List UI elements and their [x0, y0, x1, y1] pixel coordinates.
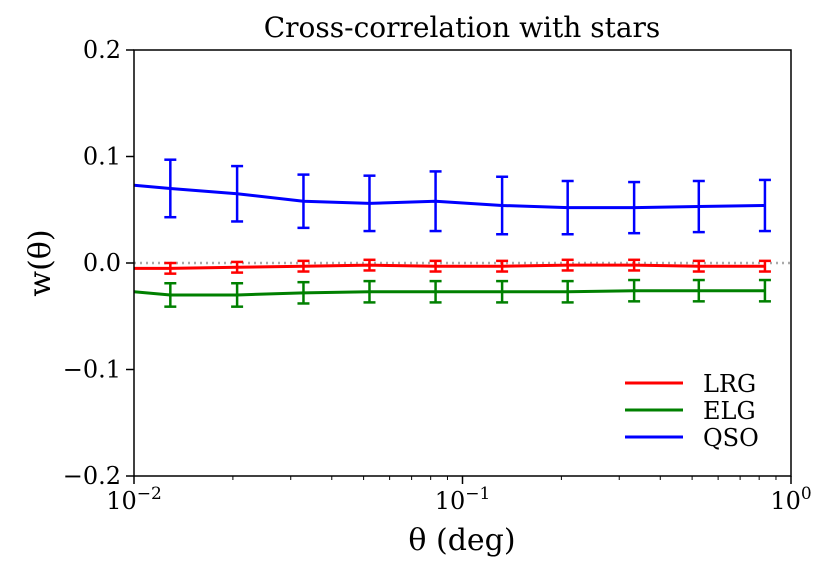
elg-errorbar — [692, 278, 705, 303]
elg-errorbar — [429, 279, 442, 304]
lrg-errorbar — [297, 259, 310, 273]
qso-errorbar — [164, 158, 177, 219]
legend-label-lrg: LRG — [703, 370, 756, 398]
y-tick-label: 0.0 — [83, 249, 121, 277]
legend-label-qso: QSO — [703, 424, 759, 452]
qso-errorbar — [429, 170, 442, 233]
qso-errorbar — [363, 174, 376, 233]
elg-series-line — [133, 289, 765, 297]
lrg-series-line — [134, 263, 765, 270]
y-tick-label: 0.1 — [83, 143, 121, 171]
y-tick-label: −0.1 — [63, 356, 121, 384]
y-axis-label: w(θ) — [23, 229, 58, 296]
lrg-errorbar — [231, 260, 244, 274]
y-tick-label: 0.2 — [83, 36, 121, 64]
elg-errorbar — [758, 278, 771, 303]
elg-errorbar — [297, 280, 310, 305]
lrg-errorbar — [164, 261, 177, 275]
x-tick-label: 10−2 — [106, 484, 162, 515]
y-tick-label: −0.2 — [63, 462, 121, 490]
qso-errorbar — [692, 179, 705, 234]
qso-errorbar — [758, 178, 771, 233]
elg-errorbar — [628, 278, 641, 303]
lrg-errorbar — [692, 259, 705, 273]
qso-errorbar — [628, 180, 641, 235]
x-tick-label: 100 — [770, 484, 811, 515]
x-tick-label: 10−1 — [435, 484, 491, 515]
qso-errorbar — [231, 164, 244, 223]
elg-errorbar — [231, 281, 244, 308]
elg-errorbar — [496, 279, 509, 304]
qso-errorbar — [561, 179, 574, 236]
chart-title: Cross-correlation with stars — [264, 11, 661, 44]
lrg-errorbar — [496, 259, 509, 273]
lrg-errorbar — [561, 258, 574, 272]
lrg-errorbar — [758, 259, 771, 273]
elg-errorbar — [363, 279, 376, 304]
lrg-errorbar — [363, 258, 376, 272]
legend-label-elg: ELG — [703, 397, 756, 425]
qso-errorbar — [496, 175, 509, 236]
elg-errorbar — [561, 279, 574, 304]
qso-errorbar — [297, 173, 310, 230]
lrg-errorbar — [429, 259, 442, 273]
lrg-errorbar — [628, 258, 641, 272]
elg-errorbar — [164, 281, 177, 308]
qso-series-line — [133, 183, 765, 210]
x-axis-label: θ (deg) — [408, 523, 515, 558]
